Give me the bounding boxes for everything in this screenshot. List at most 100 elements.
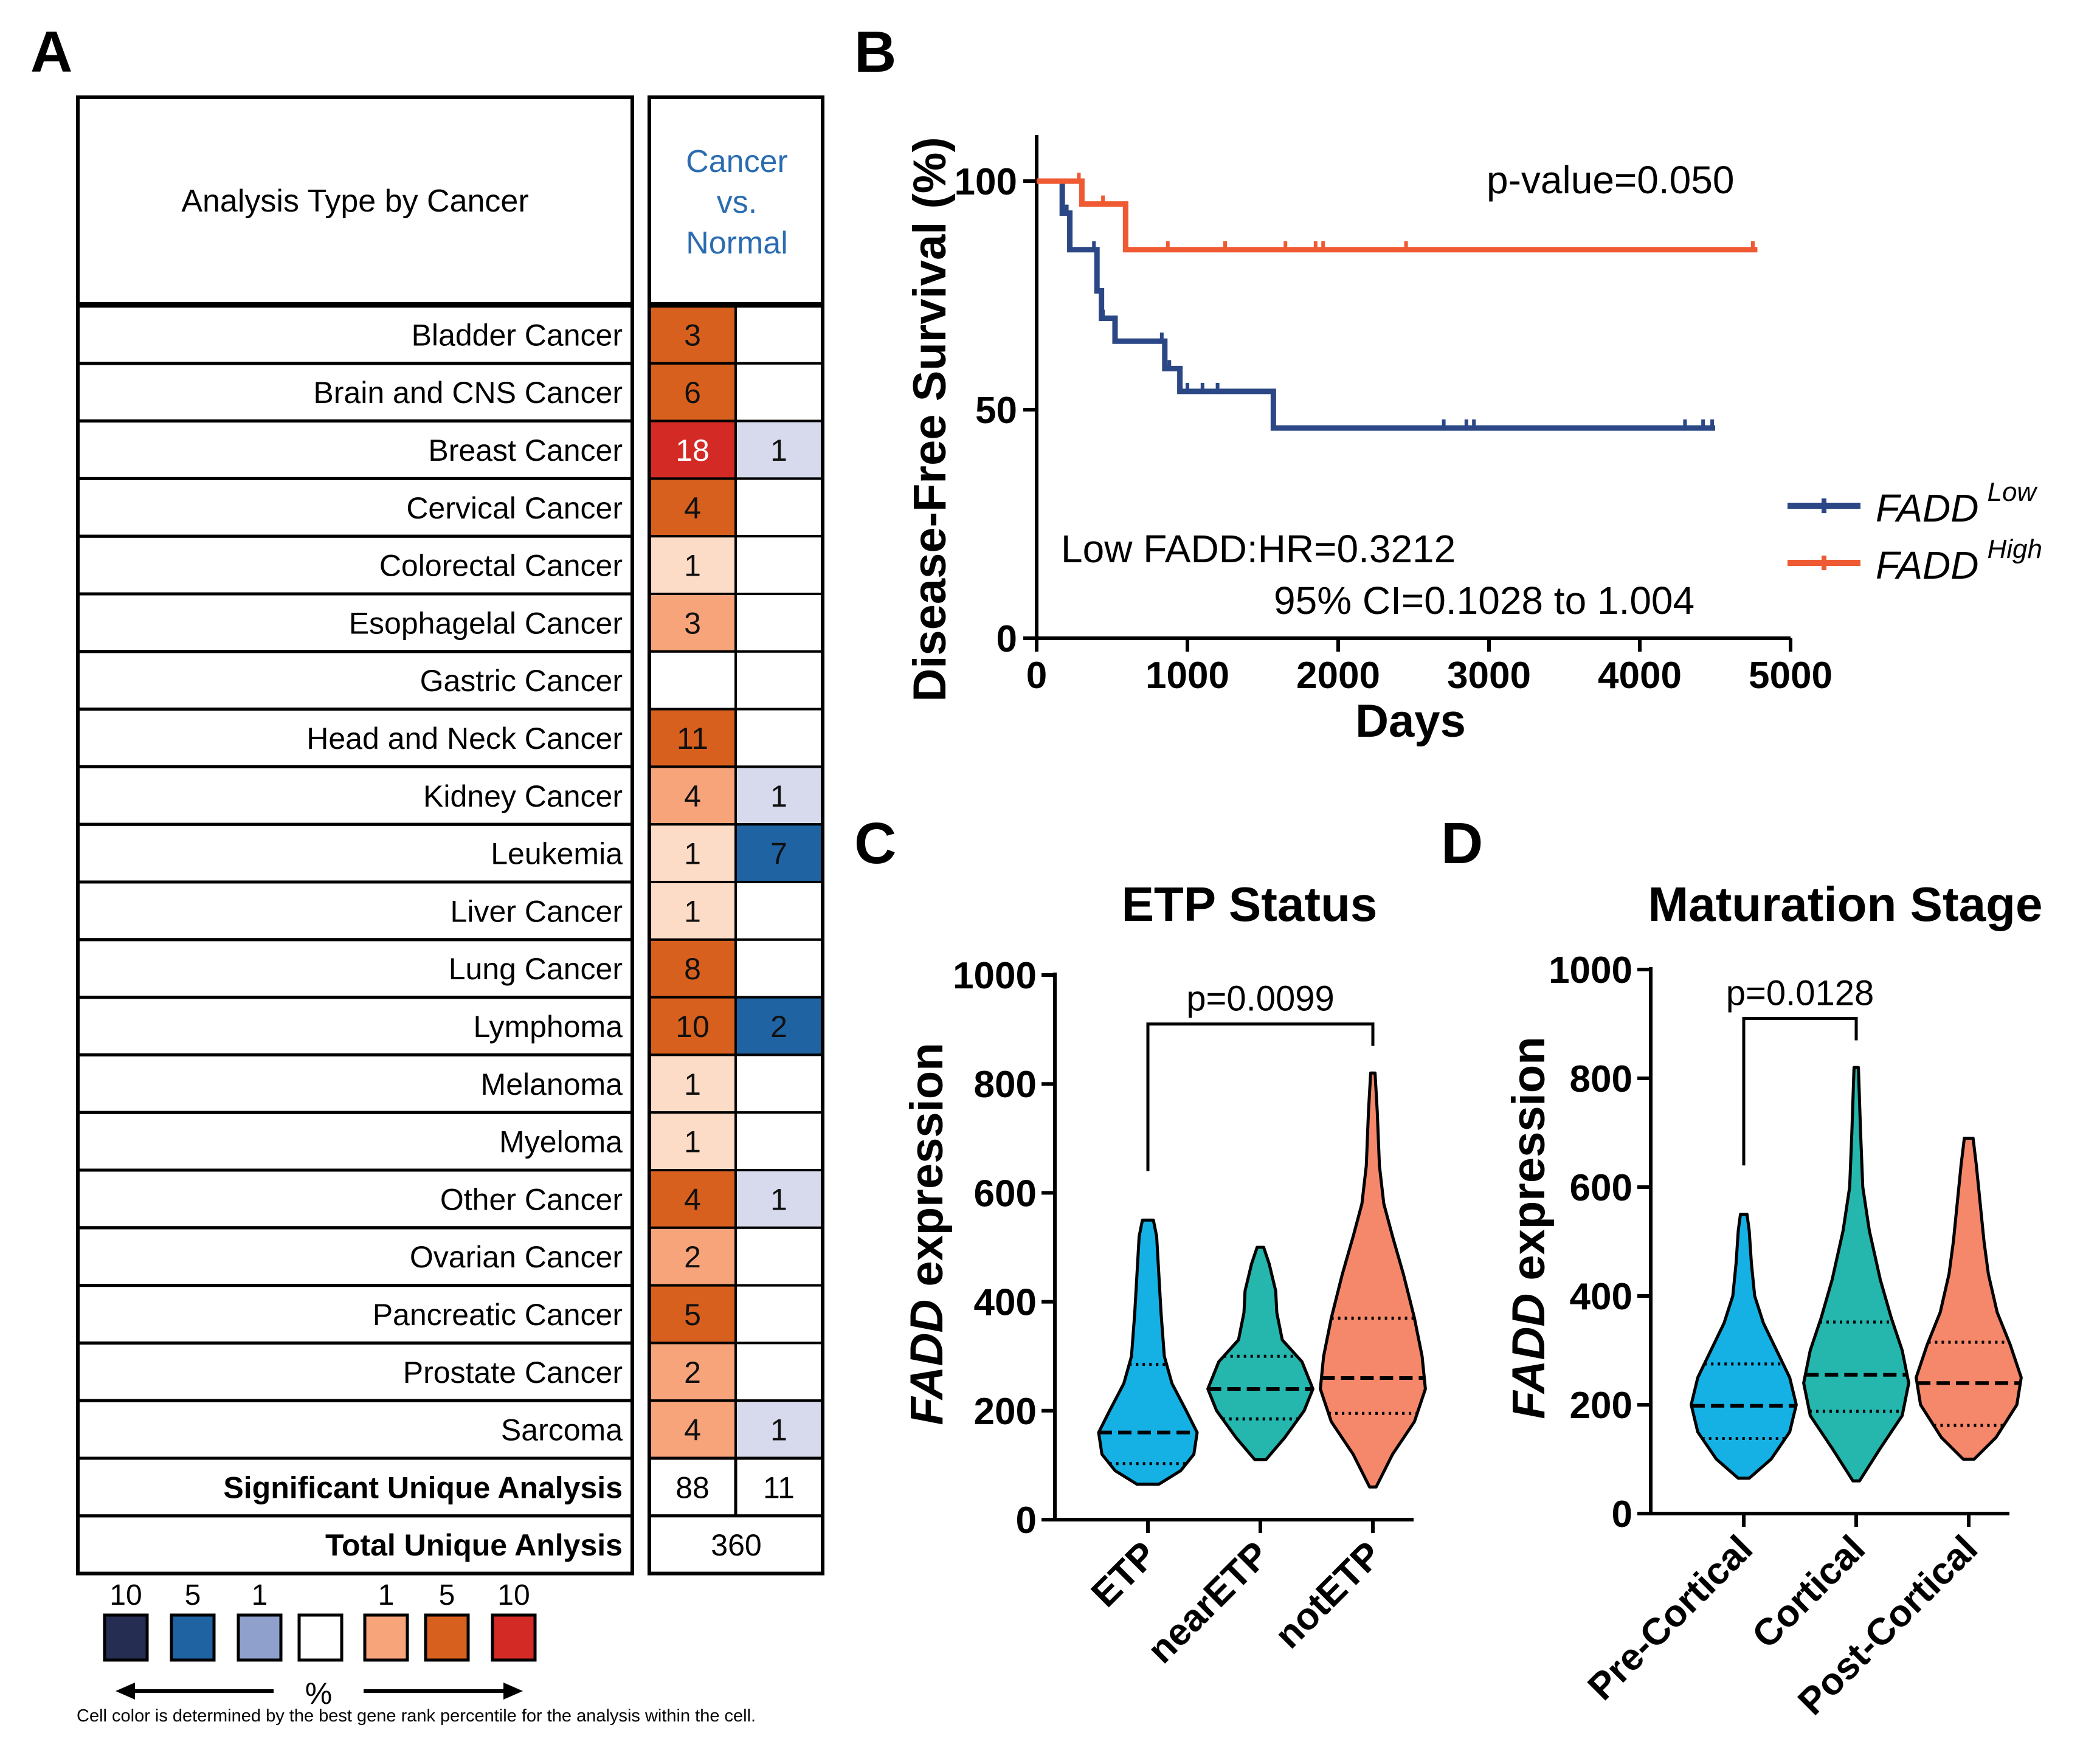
panel-label-d: D: [1441, 811, 1483, 876]
km-x-tick-label: 3000: [1447, 655, 1531, 697]
panel-b-survival-plot: Disease-Free Survival (%) Days p-value=0…: [904, 135, 2042, 747]
down-cell: [734, 1284, 824, 1345]
up-count: 8: [684, 952, 701, 986]
legend-label: 10: [497, 1579, 530, 1611]
legend-label: 1: [252, 1579, 268, 1611]
up-count: 5: [684, 1298, 701, 1332]
significant-up-value: 88: [675, 1470, 710, 1504]
up-count: 1: [684, 837, 701, 871]
down-cell: [734, 362, 824, 422]
down-cell: [734, 650, 824, 711]
down-count: 1: [770, 1413, 787, 1447]
violin-d-title: Maturation Stage: [1648, 877, 2043, 931]
row-label: Brain and CNS Cancer: [313, 376, 623, 410]
header-right-line-2: vs.: [717, 185, 757, 220]
row-label: Head and Neck Cancer: [306, 722, 623, 756]
c-y-tick-label: 800: [974, 1064, 1037, 1106]
c-comparison-bracket: [1146, 1022, 1375, 1171]
table-header-left-label: Analysis Type by Cancer: [181, 184, 528, 219]
row-label: Lung Cancer: [449, 952, 623, 986]
c-y-tick-label: 0: [1016, 1500, 1037, 1542]
km-x-tick-label: 2000: [1296, 655, 1380, 697]
down-cell: [734, 938, 824, 999]
violin-d-ylabel-rest: expression: [1503, 1036, 1555, 1293]
legend-percent-label: %: [305, 1676, 332, 1711]
row-label: Lymphoma: [474, 1010, 623, 1044]
d-y-tick-label: 1000: [1549, 949, 1632, 991]
legend-label-low: FADD Low: [1876, 477, 2038, 530]
up-count: 2: [684, 1240, 701, 1274]
up-count: 6: [684, 376, 701, 410]
km-x-tick-label: 5000: [1749, 655, 1833, 697]
row-label: Breast Cancer: [428, 433, 623, 467]
row-label: Bladder Cancer: [412, 318, 623, 352]
down-cell: [734, 535, 824, 596]
up-cell: [648, 1284, 737, 1345]
color-legend: 10 5 1 1 5 10: [103, 1579, 537, 1700]
row-label: Myeloma: [499, 1125, 623, 1159]
km-y-tick-label: 100: [955, 161, 1017, 203]
panel-label-a: A: [30, 19, 72, 84]
up-cell: [648, 650, 737, 711]
d-comparison-pvalue: p=0.0128: [1726, 974, 1874, 1013]
down-cell: [734, 1226, 824, 1287]
legend-label: 10: [109, 1579, 142, 1611]
km-y-tick-label: 0: [997, 618, 1017, 660]
legend-swatch: [363, 1613, 409, 1662]
row-label: Kidney Cancer: [423, 779, 623, 813]
panel-label-c: C: [854, 811, 896, 876]
violin-c-ylabel-rest: expression: [901, 1042, 953, 1299]
violin-d-y-axis-label: FADD expression: [1503, 1036, 1555, 1419]
up-count: 4: [684, 491, 701, 525]
km-hazard-ratio: Low FADD:HR=0.3212: [1061, 527, 1456, 571]
up-cell: [648, 881, 737, 941]
km-p-value: p-value=0.050: [1487, 158, 1734, 202]
row-label: Esophagelal Cancer: [349, 606, 623, 640]
up-cell: [648, 1053, 737, 1114]
up-count: 1: [684, 1125, 701, 1159]
up-count: 2: [684, 1356, 701, 1390]
up-count: 4: [684, 1182, 701, 1216]
up-count: 11: [677, 722, 708, 756]
header-right-line-1: Cancer: [686, 144, 788, 179]
row-label: Leukemia: [491, 837, 623, 871]
km-legend: FADD Low FADD High: [1788, 477, 2042, 587]
row-label: Melanoma: [481, 1067, 623, 1101]
legend-footnote: Cell color is determined by the best gen…: [77, 1706, 756, 1726]
row-labels-column: Bladder Cancer Brain and CNS Cancer Breast…: [76, 304, 634, 1576]
violin-d-ylabel-gene: FADD: [1503, 1294, 1555, 1419]
up-cell: [648, 765, 737, 826]
c-y-tick-label: 1000: [953, 955, 1037, 997]
down-count: 1: [770, 433, 787, 467]
down-cell: [734, 305, 824, 365]
right-column-border: [648, 304, 824, 1576]
legend-high-superscript: High: [1987, 534, 2042, 564]
up-count: 1: [684, 549, 701, 583]
legend-swatch: [170, 1613, 216, 1662]
row-label: Other Cancer: [440, 1182, 623, 1216]
km-x-tick-label: 1000: [1145, 655, 1229, 697]
down-cell: [734, 1342, 824, 1402]
total-label: Total Unique Anlysis: [325, 1528, 623, 1562]
down-count: 2: [770, 1010, 787, 1044]
c-y-tick-label: 600: [974, 1173, 1037, 1214]
legend-swatch: [491, 1613, 537, 1662]
down-cell: [734, 996, 824, 1056]
c-y-tick-label: 400: [974, 1282, 1037, 1324]
down-cell: [734, 1111, 824, 1171]
d-violin-post-cortical: [1915, 1136, 2023, 1461]
up-count: 18: [675, 433, 710, 467]
legend-swatch: [103, 1613, 149, 1662]
c-comparison-pvalue: p=0.0099: [1186, 979, 1335, 1019]
down-cell: [734, 708, 824, 768]
d-y-tick-label: 200: [1570, 1385, 1632, 1427]
row-label: Cervical Cancer: [406, 491, 623, 525]
d-violin-pre-cortical: [1690, 1213, 1798, 1480]
d-y-tick-label: 400: [1570, 1276, 1632, 1318]
legend-swatch: [297, 1613, 344, 1662]
down-cell: [734, 1399, 824, 1459]
legend-low-superscript: Low: [1987, 477, 2038, 507]
down-cell: [734, 593, 824, 653]
